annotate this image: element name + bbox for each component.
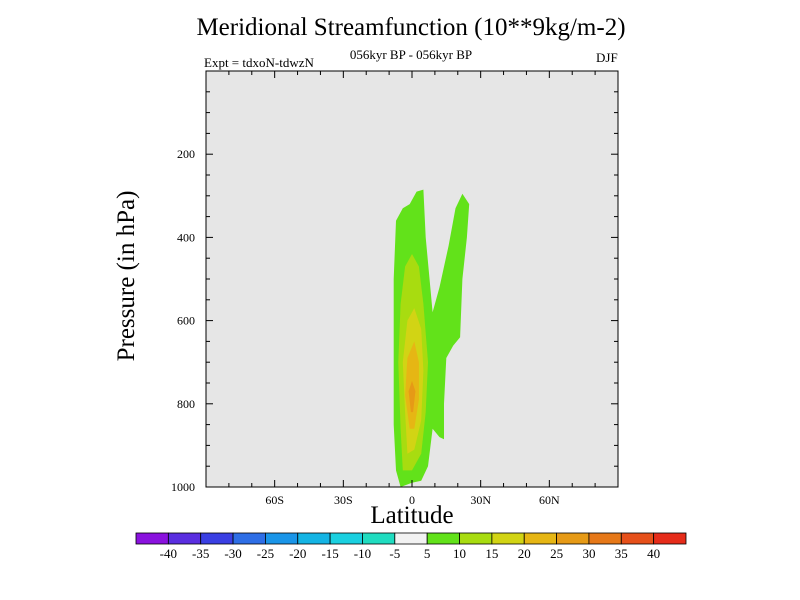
colorbar-label: 10 [453, 546, 466, 561]
colorbar-label: -15 [321, 546, 338, 561]
colorbar-box [491, 532, 525, 545]
colorbar-box [362, 532, 396, 545]
colorbar-box [297, 532, 331, 545]
colorbar-box [556, 532, 590, 545]
colorbar-box [232, 532, 266, 545]
colorbar-label: 40 [647, 546, 660, 561]
colorbar-label: 15 [485, 546, 498, 561]
colorbar-label: -10 [354, 546, 371, 561]
x-axis-label: Latitude [370, 502, 454, 529]
season-label: DJF [596, 50, 618, 65]
colorbar-label: -20 [289, 546, 306, 561]
contour-regions [393, 189, 470, 487]
x-tick-label: 60N [539, 493, 560, 507]
colorbar-label: -35 [192, 546, 209, 561]
colorbar-box [329, 532, 363, 545]
colorbar: -40 -35 -30 -25 -20 -15 -10 -5 5 10 15 20 25 30 35 40 [135, 532, 687, 561]
colorbar-box [620, 532, 655, 545]
colorbar-box [265, 532, 299, 545]
colorbar-label: 30 [582, 546, 595, 561]
y-tick-label: 600 [177, 314, 195, 328]
x-tick-label: 60S [265, 493, 284, 507]
y-tick-label: 200 [177, 147, 195, 161]
contour-region-4 [408, 380, 416, 413]
colorbar-box [459, 532, 493, 545]
y-tick-label: 1000 [171, 480, 195, 494]
experiment-label: Expt = tdxoN-tdwzN [204, 55, 314, 70]
colorbar-label: -25 [257, 546, 274, 561]
axis-ticks: 60S 30S 0 30N 60N 200 400 600 800 1000 [171, 71, 619, 507]
colorbar-box [653, 532, 687, 545]
colorbar-label: 20 [518, 546, 531, 561]
colorbar-box [135, 532, 169, 545]
colorbar-label: -40 [160, 546, 177, 561]
x-tick-label: 30S [334, 493, 353, 507]
colorbar-box [523, 532, 557, 545]
colorbar-box [588, 532, 622, 545]
colorbar-label: 35 [615, 546, 628, 561]
colorbar-box [426, 532, 460, 545]
y-tick-label: 400 [177, 230, 195, 244]
colorbar-box [167, 532, 202, 545]
colorbar-label: 5 [424, 546, 431, 561]
y-tick-label: 800 [177, 397, 195, 411]
colorbar-box [394, 532, 428, 545]
colorbar-label: 25 [550, 546, 563, 561]
x-tick-label: 0 [409, 493, 415, 507]
x-tick-label: 30N [470, 493, 491, 507]
colorbar-label: -30 [224, 546, 241, 561]
chart-title: Meridional Streamfunction (10**9kg/m-2) [196, 14, 626, 41]
chart-subtitle: 056kyr BP - 056kyr BP [349, 47, 473, 62]
colorbar-label: -5 [389, 546, 400, 561]
colorbar-box [200, 532, 234, 545]
